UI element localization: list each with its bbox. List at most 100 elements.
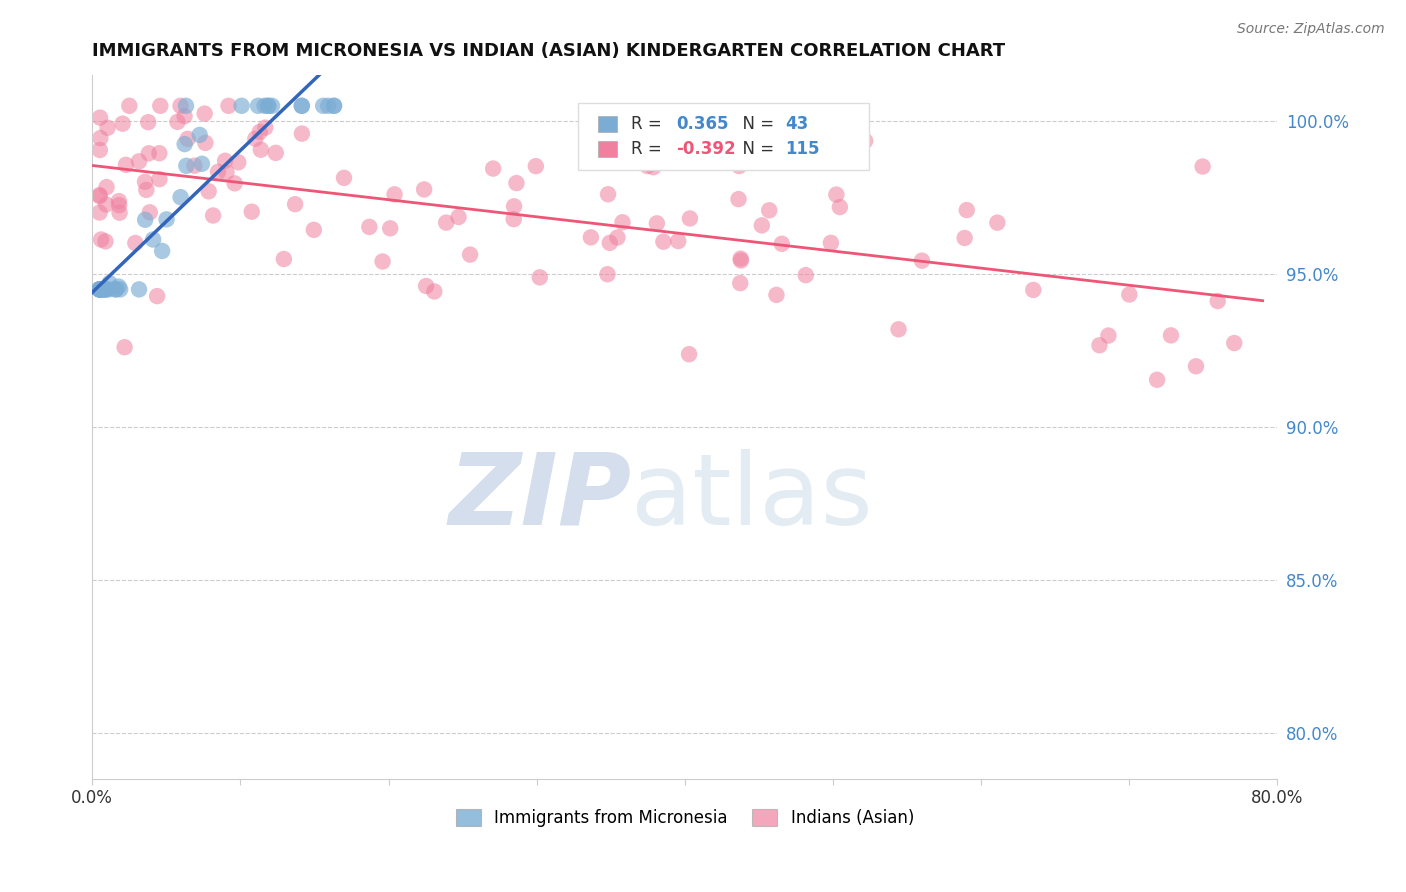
Point [254,120,277,135]
Point [169,190,191,204]
Point [107,279,129,293]
Point [173,109,195,123]
Point [108,198,131,212]
Point [183,159,205,173]
Point [108,205,131,219]
Point [264,145,287,160]
Point [108,194,131,208]
Point [166,115,188,129]
Point [94,235,117,249]
Point [1097,328,1119,343]
Point [155,212,177,227]
Point [176,159,198,173]
Point [96,120,118,135]
Point [679,211,702,226]
Point [138,146,160,161]
Point [97,282,120,296]
Point [173,137,195,152]
FancyBboxPatch shape [599,141,617,157]
Point [111,117,134,131]
Point [256,99,278,113]
Point [174,99,197,113]
Point [637,159,659,173]
Point [98,276,121,290]
Point [953,231,976,245]
Point [169,99,191,113]
Point [94,197,117,211]
Point [136,115,159,129]
FancyBboxPatch shape [578,103,869,170]
Point [118,99,141,113]
Point [94,282,117,296]
Point [90,282,112,296]
Point [247,99,270,113]
Point [820,235,842,250]
Point [911,253,934,268]
Point [986,216,1008,230]
Point [89,282,111,296]
Point [94,282,117,296]
Point [89,205,111,219]
Point [503,199,526,213]
Point [142,233,165,247]
Point [89,282,111,296]
Point [853,134,876,148]
Point [149,99,172,113]
Point [96,180,118,194]
Point [197,184,219,198]
Point [249,143,271,157]
Point [207,165,229,179]
Point [176,132,198,146]
Point [415,279,437,293]
Point [291,99,314,113]
Point [1146,373,1168,387]
Point [828,200,851,214]
Point [226,155,249,169]
Point [148,146,170,161]
Point [115,158,138,172]
Point [666,234,689,248]
Point [249,125,271,139]
Text: Source: ZipAtlas.com: Source: ZipAtlas.com [1237,22,1385,37]
Point [89,143,111,157]
Point [596,267,619,281]
Point [384,187,406,202]
Point [89,111,111,125]
FancyBboxPatch shape [599,116,617,131]
Point [1022,283,1045,297]
Point [202,209,225,223]
Point [253,99,276,113]
Point [188,128,211,142]
Point [751,219,773,233]
Point [645,216,668,230]
Point [482,161,505,176]
Point [134,212,156,227]
Point [215,165,238,179]
Point [89,188,111,202]
Point [1191,160,1213,174]
Point [794,268,817,282]
Text: ZIP: ZIP [449,449,631,546]
Point [413,182,436,196]
Point [371,254,394,268]
Point [770,236,793,251]
Point [599,235,621,250]
Point [447,210,470,224]
Point [423,285,446,299]
Point [128,282,150,296]
Text: atlas: atlas [631,449,873,546]
Point [623,133,645,147]
Point [1088,338,1111,352]
Point [284,197,307,211]
Text: N =: N = [731,115,779,133]
Point [627,113,650,128]
Point [114,340,136,354]
Point [150,244,173,258]
Point [257,99,280,113]
Point [956,203,979,218]
Point [322,99,344,113]
Text: 115: 115 [785,140,820,158]
Text: IMMIGRANTS FROM MICRONESIA VS INDIAN (ASIAN) KINDERGARTEN CORRELATION CHART: IMMIGRANTS FROM MICRONESIA VS INDIAN (AS… [93,42,1005,60]
Point [89,282,111,296]
Point [380,221,402,235]
